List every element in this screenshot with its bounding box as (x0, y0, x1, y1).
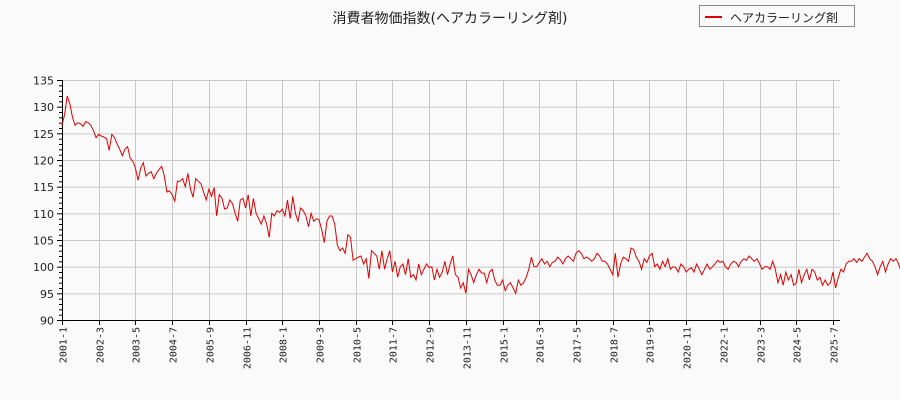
y-tick-label: 105 (33, 235, 54, 248)
x-tick-label: 2018-7 (610, 327, 621, 363)
legend: ヘアカラーリング剤 (699, 5, 855, 27)
x-tick-label: 2012-9 (426, 327, 437, 363)
y-axis: 90 95 100 105 110 115 120 125 130 135 (33, 75, 63, 328)
y-tick-label: 125 (33, 128, 54, 141)
x-tick-label: 2010-5 (353, 327, 364, 363)
x-tick-label: 2020-11 (683, 327, 694, 369)
x-tick-label: 2024-5 (793, 327, 804, 363)
x-tick-label: 2013-11 (463, 327, 474, 369)
series-line (61, 95, 900, 295)
y-tick-label: 95 (40, 288, 54, 301)
x-tick-label: 2017-5 (573, 327, 584, 363)
x-tick-label: 2005-9 (206, 327, 217, 363)
x-tick-label: 2001-1 (59, 327, 70, 363)
x-tick-label: 2003-5 (132, 327, 143, 363)
grid-lines (62, 80, 840, 321)
x-tick-label: 2015-1 (500, 327, 511, 363)
chart-title: 消費者物価指数(ヘアカラーリング剤) (332, 11, 568, 27)
x-axis: 2001-1 2002-3 2003-5 2004-7 2005-9 2006-11 200… (59, 320, 841, 369)
legend-label: ヘアカラーリング剤 (730, 11, 839, 25)
y-tick-label: 110 (33, 208, 54, 221)
x-tick-label: 2002-3 (96, 327, 107, 363)
x-tick-label: 2011-7 (389, 327, 400, 363)
x-tick-label: 2025-7 (830, 327, 841, 363)
y-tick-label: 120 (33, 155, 54, 168)
y-tick-label: 90 (40, 315, 54, 328)
x-tick-label: 2016-3 (536, 327, 547, 363)
y-tick-label: 135 (33, 75, 54, 88)
y-tick-label: 115 (33, 181, 54, 194)
y-tick-label: 100 (33, 261, 54, 274)
x-tick-label: 2004-7 (169, 327, 180, 363)
y-tick-label: 130 (33, 101, 54, 114)
x-tick-label: 2009-3 (316, 327, 327, 363)
x-tick-label: 2023-3 (757, 327, 768, 363)
legend-swatch-icon (705, 16, 722, 18)
x-tick-label: 2008-1 (279, 327, 290, 363)
x-tick-label: 2019-9 (646, 327, 657, 363)
x-tick-label: 2022-1 (720, 327, 731, 363)
x-tick-label: 2006-11 (243, 327, 254, 369)
